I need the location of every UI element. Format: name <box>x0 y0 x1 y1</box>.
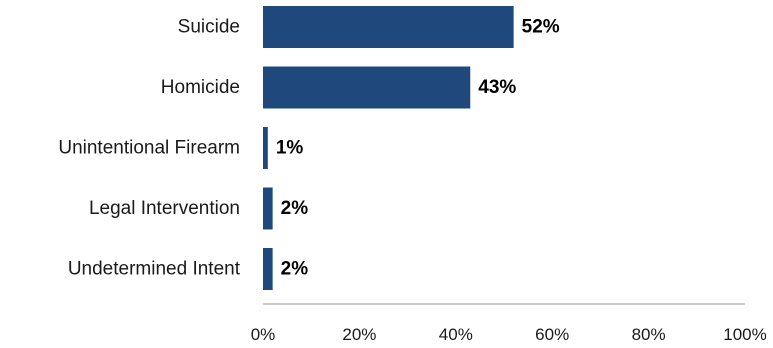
x-tick-label-60: 60% <box>535 325 569 344</box>
x-tick-label-20: 20% <box>342 325 376 344</box>
x-tick-label-0: 0% <box>251 325 276 344</box>
category-label-legal-intervention: Legal Intervention <box>89 198 240 219</box>
data-labels: 52% 43% 1% 2% 2% <box>276 17 560 280</box>
category-labels: Suicide Homicide Unintentional Firearm Lega… <box>58 17 240 280</box>
bar-unintentional-firearm <box>263 127 268 169</box>
x-tick-label-100: 100% <box>723 325 766 344</box>
bar-legal-intervention <box>263 187 273 230</box>
data-label-undetermined-intent: 2% <box>281 259 309 280</box>
category-label-suicide: Suicide <box>178 17 240 38</box>
data-label-unintentional-firearm: 1% <box>276 138 304 159</box>
data-label-suicide: 52% <box>522 17 560 38</box>
data-label-homicide: 43% <box>478 77 516 98</box>
category-label-undetermined-intent: Undetermined Intent <box>68 259 241 280</box>
bars <box>263 6 514 290</box>
category-label-unintentional-firearm: Unintentional Firearm <box>58 138 240 159</box>
bar-homicide <box>263 66 471 109</box>
data-label-legal-intervention: 2% <box>281 198 309 219</box>
x-tick-label-80: 80% <box>632 325 666 344</box>
category-label-homicide: Homicide <box>161 77 240 98</box>
bar-undetermined-intent <box>263 248 273 290</box>
x-tick-label-40: 40% <box>439 325 473 344</box>
bar-suicide <box>263 6 514 48</box>
x-tick-labels: 0% 20% 40% 60% 80% 100% <box>251 325 767 344</box>
